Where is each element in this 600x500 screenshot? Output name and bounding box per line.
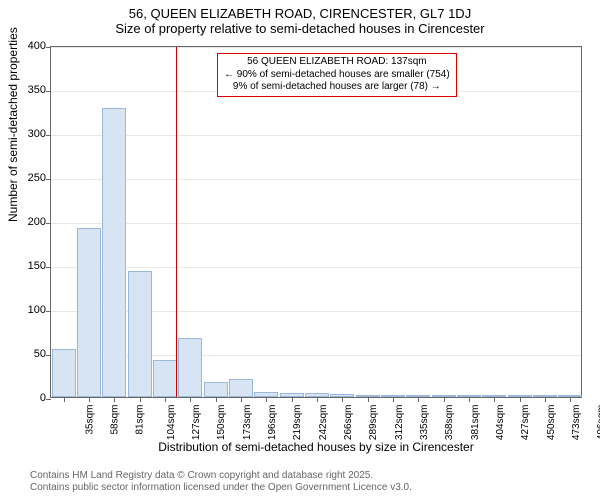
x-tick: [114, 397, 115, 402]
x-tick: [444, 397, 445, 402]
x-tick: [494, 397, 495, 402]
histogram-bar: [204, 382, 228, 397]
y-tick-label: 50: [6, 348, 46, 360]
x-tick-label: 381sqm: [470, 405, 481, 441]
x-tick: [520, 397, 521, 402]
y-tick-label: 100: [6, 304, 46, 316]
y-gridline: [51, 223, 581, 224]
y-axis-label: Number of semi-detached properties: [6, 27, 20, 222]
y-tick: [46, 267, 51, 268]
y-gridline: [51, 267, 581, 268]
x-tick-label: 242sqm: [318, 405, 329, 441]
chart-title: 56, QUEEN ELIZABETH ROAD, CIRENCESTER, G…: [0, 0, 600, 21]
histogram-bar: [153, 360, 177, 397]
y-tick: [46, 399, 51, 400]
x-tick-label: 312sqm: [394, 405, 405, 441]
x-tick: [190, 397, 191, 402]
y-gridline: [51, 179, 581, 180]
x-tick-label: 289sqm: [368, 405, 379, 441]
x-tick: [266, 397, 267, 402]
y-tick: [46, 223, 51, 224]
x-tick-label: 150sqm: [216, 405, 227, 441]
y-gridline: [51, 47, 581, 48]
y-tick: [46, 135, 51, 136]
x-tick: [545, 397, 546, 402]
annotation-line3: 9% of semi-detached houses are larger (7…: [224, 81, 450, 94]
y-tick-label: 250: [6, 172, 46, 184]
x-tick-label: 173sqm: [242, 405, 253, 441]
x-tick: [368, 397, 369, 402]
annotation-line2: ← 90% of semi-detached houses are smalle…: [224, 69, 450, 82]
x-tick-label: 450sqm: [546, 405, 557, 441]
histogram-bar: [128, 271, 152, 397]
histogram-bar: [77, 228, 101, 397]
y-tick: [46, 355, 51, 356]
x-tick: [64, 397, 65, 402]
x-tick: [140, 397, 141, 402]
x-tick-label: 81sqm: [135, 405, 146, 435]
y-tick-label: 150: [6, 260, 46, 272]
x-tick-label: 219sqm: [292, 405, 303, 441]
x-tick-label: 35sqm: [84, 405, 95, 435]
histogram-bar: [229, 379, 253, 397]
x-tick: [570, 397, 571, 402]
histogram-bar: [52, 349, 76, 397]
chart-plot-area: 56 QUEEN ELIZABETH ROAD: 137sqm ← 90% of…: [50, 46, 582, 398]
marker-annotation: 56 QUEEN ELIZABETH ROAD: 137sqm ← 90% of…: [217, 53, 457, 97]
y-tick-label: 400: [6, 40, 46, 52]
x-tick: [241, 397, 242, 402]
y-tick-label: 350: [6, 84, 46, 96]
x-tick: [469, 397, 470, 402]
x-tick-label: 404sqm: [495, 405, 506, 441]
x-tick-label: 335sqm: [419, 405, 430, 441]
histogram-bar: [178, 338, 202, 397]
x-tick-label: 104sqm: [166, 405, 177, 441]
x-tick: [393, 397, 394, 402]
x-tick: [418, 397, 419, 402]
x-tick-label: 496sqm: [596, 405, 600, 441]
x-tick-label: 266sqm: [343, 405, 354, 441]
x-tick: [165, 397, 166, 402]
footer-attribution: Contains HM Land Registry data © Crown c…: [30, 470, 412, 494]
x-tick-label: 358sqm: [444, 405, 455, 441]
y-tick-label: 200: [6, 216, 46, 228]
x-tick-label: 127sqm: [191, 405, 202, 441]
x-tick: [292, 397, 293, 402]
x-axis-label: Distribution of semi-detached houses by …: [50, 440, 582, 454]
footer-line2: Contains public sector information licen…: [30, 482, 412, 494]
y-tick-label: 0: [6, 392, 46, 404]
x-tick: [89, 397, 90, 402]
y-gridline: [51, 135, 581, 136]
x-tick-label: 427sqm: [520, 405, 531, 441]
x-tick: [216, 397, 217, 402]
y-tick: [46, 311, 51, 312]
histogram-bar: [102, 108, 126, 397]
x-tick-label: 196sqm: [267, 405, 278, 441]
y-tick: [46, 179, 51, 180]
marker-line: [176, 47, 177, 397]
x-tick-label: 58sqm: [110, 405, 121, 435]
chart-subtitle: Size of property relative to semi-detach…: [0, 21, 600, 36]
footer-line1: Contains HM Land Registry data © Crown c…: [30, 470, 412, 482]
annotation-line1: 56 QUEEN ELIZABETH ROAD: 137sqm: [224, 56, 450, 69]
x-tick: [317, 397, 318, 402]
x-tick: [342, 397, 343, 402]
y-tick: [46, 91, 51, 92]
y-tick-label: 300: [6, 128, 46, 140]
y-tick: [46, 47, 51, 48]
x-tick-label: 473sqm: [571, 405, 582, 441]
